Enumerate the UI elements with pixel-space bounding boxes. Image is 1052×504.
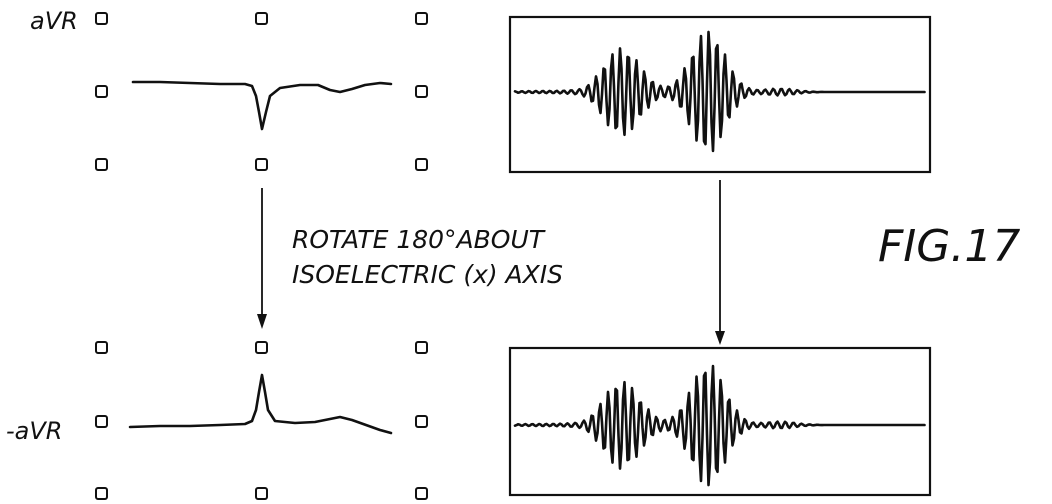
rotate-arrow-left bbox=[257, 188, 267, 329]
rotate-arrow-right bbox=[715, 180, 725, 345]
arrow-head bbox=[257, 314, 267, 329]
ref-square bbox=[95, 487, 108, 500]
ref-square bbox=[255, 158, 268, 171]
reference-squares-bottom bbox=[95, 341, 428, 500]
figure-number: FIG.17 bbox=[878, 221, 1020, 272]
ref-square bbox=[95, 12, 108, 25]
ref-square bbox=[95, 158, 108, 171]
ref-square bbox=[415, 12, 428, 25]
caption-line-2: ISOELECTRIC (x) AXIS bbox=[292, 260, 563, 289]
ref-square bbox=[95, 85, 108, 98]
ref-square bbox=[415, 341, 428, 354]
ecg-trace-avr bbox=[131, 80, 393, 131]
oscillation-trace-bottom bbox=[513, 364, 926, 487]
ref-square bbox=[415, 85, 428, 98]
arrow-head bbox=[715, 331, 725, 345]
ref-square bbox=[255, 487, 268, 500]
caption-line-1: ROTATE 180°ABOUT bbox=[292, 225, 546, 254]
ref-square bbox=[255, 341, 268, 354]
ref-square bbox=[95, 341, 108, 354]
ref-square bbox=[95, 415, 108, 428]
ecg-trace-negative-avr bbox=[128, 373, 393, 435]
ref-square bbox=[415, 487, 428, 500]
lead-label-avr: aVR bbox=[30, 7, 78, 35]
oscillation-trace-top bbox=[513, 30, 926, 153]
reference-squares-top bbox=[95, 12, 428, 171]
lead-label-negative-avr: -aVR bbox=[6, 417, 62, 445]
ref-square bbox=[415, 415, 428, 428]
ref-square bbox=[415, 158, 428, 171]
ref-square bbox=[255, 12, 268, 25]
